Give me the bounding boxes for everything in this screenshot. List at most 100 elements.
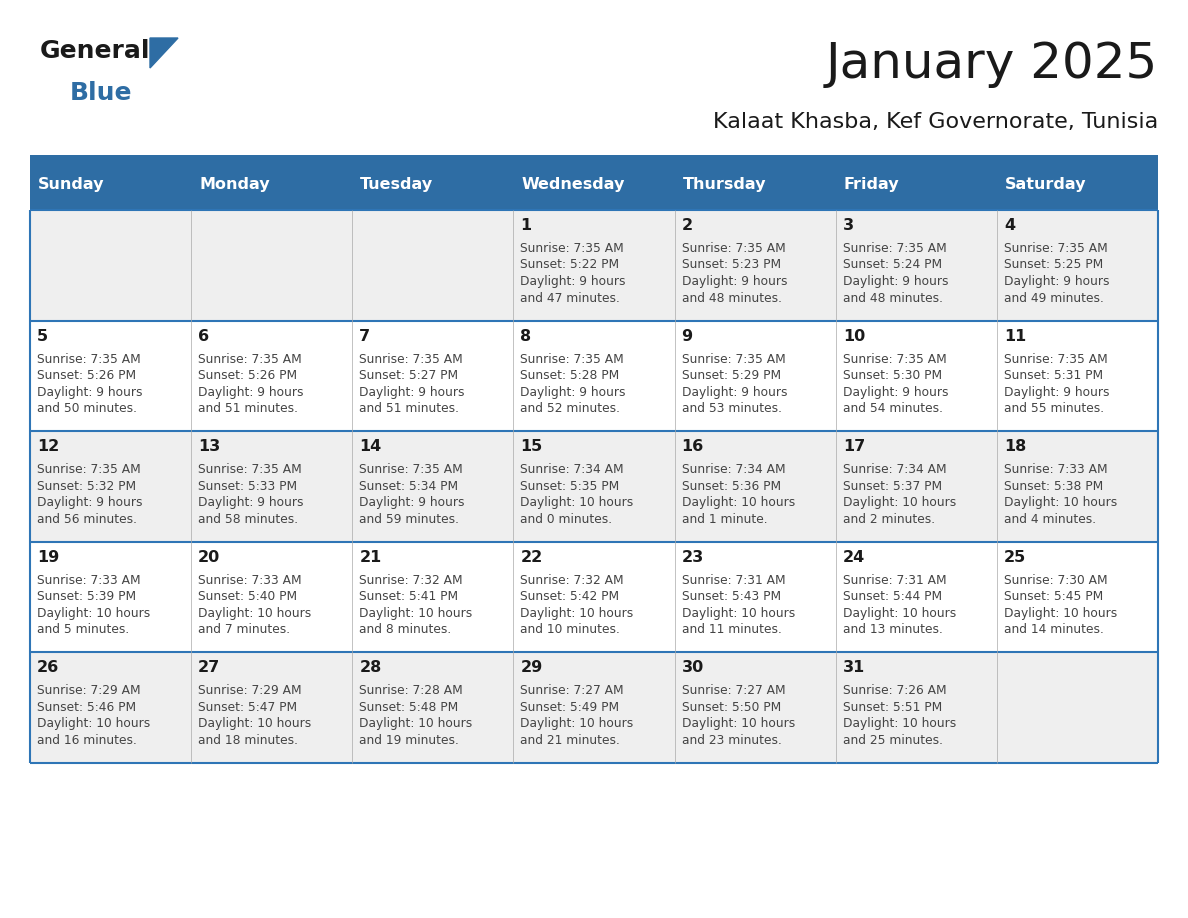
Bar [997, 160, 1158, 210]
Bar [675, 160, 835, 210]
Text: Sunset: 5:43 PM: Sunset: 5:43 PM [682, 590, 781, 603]
Bar [513, 210, 675, 320]
Bar [835, 210, 997, 320]
Text: 16: 16 [682, 439, 703, 454]
Bar [30, 160, 191, 210]
Text: Sunrise: 7:35 AM: Sunrise: 7:35 AM [198, 464, 302, 476]
Text: and 21 minutes.: and 21 minutes. [520, 733, 620, 747]
Bar [675, 431, 835, 542]
Text: Sunrise: 7:31 AM: Sunrise: 7:31 AM [682, 574, 785, 587]
Text: Daylight: 10 hours: Daylight: 10 hours [520, 497, 633, 509]
Bar [513, 431, 675, 542]
Text: and 53 minutes.: and 53 minutes. [682, 402, 782, 415]
Text: 2: 2 [682, 218, 693, 233]
Text: Sunrise: 7:33 AM: Sunrise: 7:33 AM [37, 574, 140, 587]
Text: 3: 3 [842, 218, 854, 233]
Bar [191, 431, 353, 542]
Bar [513, 160, 675, 210]
Text: Daylight: 9 hours: Daylight: 9 hours [359, 497, 465, 509]
Text: and 5 minutes.: and 5 minutes. [37, 623, 129, 636]
Text: 11: 11 [1004, 329, 1026, 343]
Text: Sunset: 5:42 PM: Sunset: 5:42 PM [520, 590, 620, 603]
Text: Daylight: 10 hours: Daylight: 10 hours [1004, 497, 1117, 509]
Bar [675, 210, 835, 320]
Text: Daylight: 9 hours: Daylight: 9 hours [1004, 275, 1110, 288]
Text: Sunset: 5:39 PM: Sunset: 5:39 PM [37, 590, 137, 603]
Text: 8: 8 [520, 329, 531, 343]
Text: and 49 minutes.: and 49 minutes. [1004, 292, 1104, 305]
Text: Sunrise: 7:31 AM: Sunrise: 7:31 AM [842, 574, 947, 587]
Text: Sunrise: 7:35 AM: Sunrise: 7:35 AM [359, 353, 463, 365]
Text: Sunrise: 7:35 AM: Sunrise: 7:35 AM [520, 242, 624, 255]
Bar [353, 653, 513, 763]
Bar [675, 653, 835, 763]
Text: Sunset: 5:49 PM: Sunset: 5:49 PM [520, 701, 620, 714]
Text: 30: 30 [682, 660, 703, 676]
Text: and 50 minutes.: and 50 minutes. [37, 402, 137, 415]
Text: Sunrise: 7:34 AM: Sunrise: 7:34 AM [682, 464, 785, 476]
Text: 12: 12 [37, 439, 59, 454]
Bar [353, 542, 513, 653]
Text: Sunset: 5:26 PM: Sunset: 5:26 PM [37, 369, 137, 382]
Text: and 23 minutes.: and 23 minutes. [682, 733, 782, 747]
Bar [30, 210, 191, 320]
Text: Sunrise: 7:35 AM: Sunrise: 7:35 AM [842, 242, 947, 255]
Bar [997, 210, 1158, 320]
Text: Daylight: 10 hours: Daylight: 10 hours [359, 607, 473, 620]
Text: 22: 22 [520, 550, 543, 565]
Bar [353, 210, 513, 320]
Bar [191, 320, 353, 431]
Text: 14: 14 [359, 439, 381, 454]
Bar [675, 320, 835, 431]
Bar [513, 542, 675, 653]
Bar [353, 320, 513, 431]
Text: 27: 27 [198, 660, 221, 676]
Text: and 51 minutes.: and 51 minutes. [359, 402, 460, 415]
Text: Sunrise: 7:30 AM: Sunrise: 7:30 AM [1004, 574, 1107, 587]
Bar [835, 542, 997, 653]
Text: Sunrise: 7:35 AM: Sunrise: 7:35 AM [520, 353, 624, 365]
Text: and 54 minutes.: and 54 minutes. [842, 402, 943, 415]
Text: Daylight: 10 hours: Daylight: 10 hours [520, 717, 633, 731]
Text: Sunrise: 7:33 AM: Sunrise: 7:33 AM [1004, 464, 1107, 476]
Text: Sunrise: 7:32 AM: Sunrise: 7:32 AM [359, 574, 463, 587]
Bar [30, 431, 191, 542]
Text: 31: 31 [842, 660, 865, 676]
Text: 26: 26 [37, 660, 59, 676]
Text: Tuesday: Tuesday [360, 177, 434, 193]
Text: Daylight: 10 hours: Daylight: 10 hours [198, 717, 311, 731]
Text: Sunrise: 7:35 AM: Sunrise: 7:35 AM [37, 464, 140, 476]
Text: Sunset: 5:46 PM: Sunset: 5:46 PM [37, 701, 137, 714]
Text: Sunrise: 7:35 AM: Sunrise: 7:35 AM [1004, 242, 1107, 255]
Text: Sunset: 5:41 PM: Sunset: 5:41 PM [359, 590, 459, 603]
Text: General: General [40, 39, 151, 63]
Text: Sunset: 5:34 PM: Sunset: 5:34 PM [359, 480, 459, 493]
Text: Wednesday: Wednesday [522, 177, 625, 193]
Text: and 13 minutes.: and 13 minutes. [842, 623, 942, 636]
Text: Daylight: 9 hours: Daylight: 9 hours [37, 386, 143, 398]
Text: 10: 10 [842, 329, 865, 343]
Text: Sunset: 5:36 PM: Sunset: 5:36 PM [682, 480, 781, 493]
Text: Daylight: 9 hours: Daylight: 9 hours [520, 275, 626, 288]
Text: and 58 minutes.: and 58 minutes. [198, 512, 298, 526]
Text: and 55 minutes.: and 55 minutes. [1004, 402, 1104, 415]
Text: Sunrise: 7:35 AM: Sunrise: 7:35 AM [1004, 353, 1107, 365]
Text: Daylight: 10 hours: Daylight: 10 hours [842, 497, 956, 509]
Bar [30, 155, 1158, 160]
Text: Sunday: Sunday [38, 177, 105, 193]
Text: Daylight: 9 hours: Daylight: 9 hours [520, 386, 626, 398]
Text: Sunset: 5:40 PM: Sunset: 5:40 PM [198, 590, 297, 603]
Text: 29: 29 [520, 660, 543, 676]
Text: and 25 minutes.: and 25 minutes. [842, 733, 943, 747]
Text: Daylight: 9 hours: Daylight: 9 hours [682, 386, 788, 398]
Text: 23: 23 [682, 550, 703, 565]
Text: 6: 6 [198, 329, 209, 343]
Bar [191, 542, 353, 653]
Text: and 0 minutes.: and 0 minutes. [520, 512, 613, 526]
Text: Daylight: 9 hours: Daylight: 9 hours [842, 386, 948, 398]
Text: and 47 minutes.: and 47 minutes. [520, 292, 620, 305]
Text: Sunset: 5:37 PM: Sunset: 5:37 PM [842, 480, 942, 493]
Text: Daylight: 10 hours: Daylight: 10 hours [520, 607, 633, 620]
Text: Sunset: 5:32 PM: Sunset: 5:32 PM [37, 480, 137, 493]
Bar [353, 431, 513, 542]
